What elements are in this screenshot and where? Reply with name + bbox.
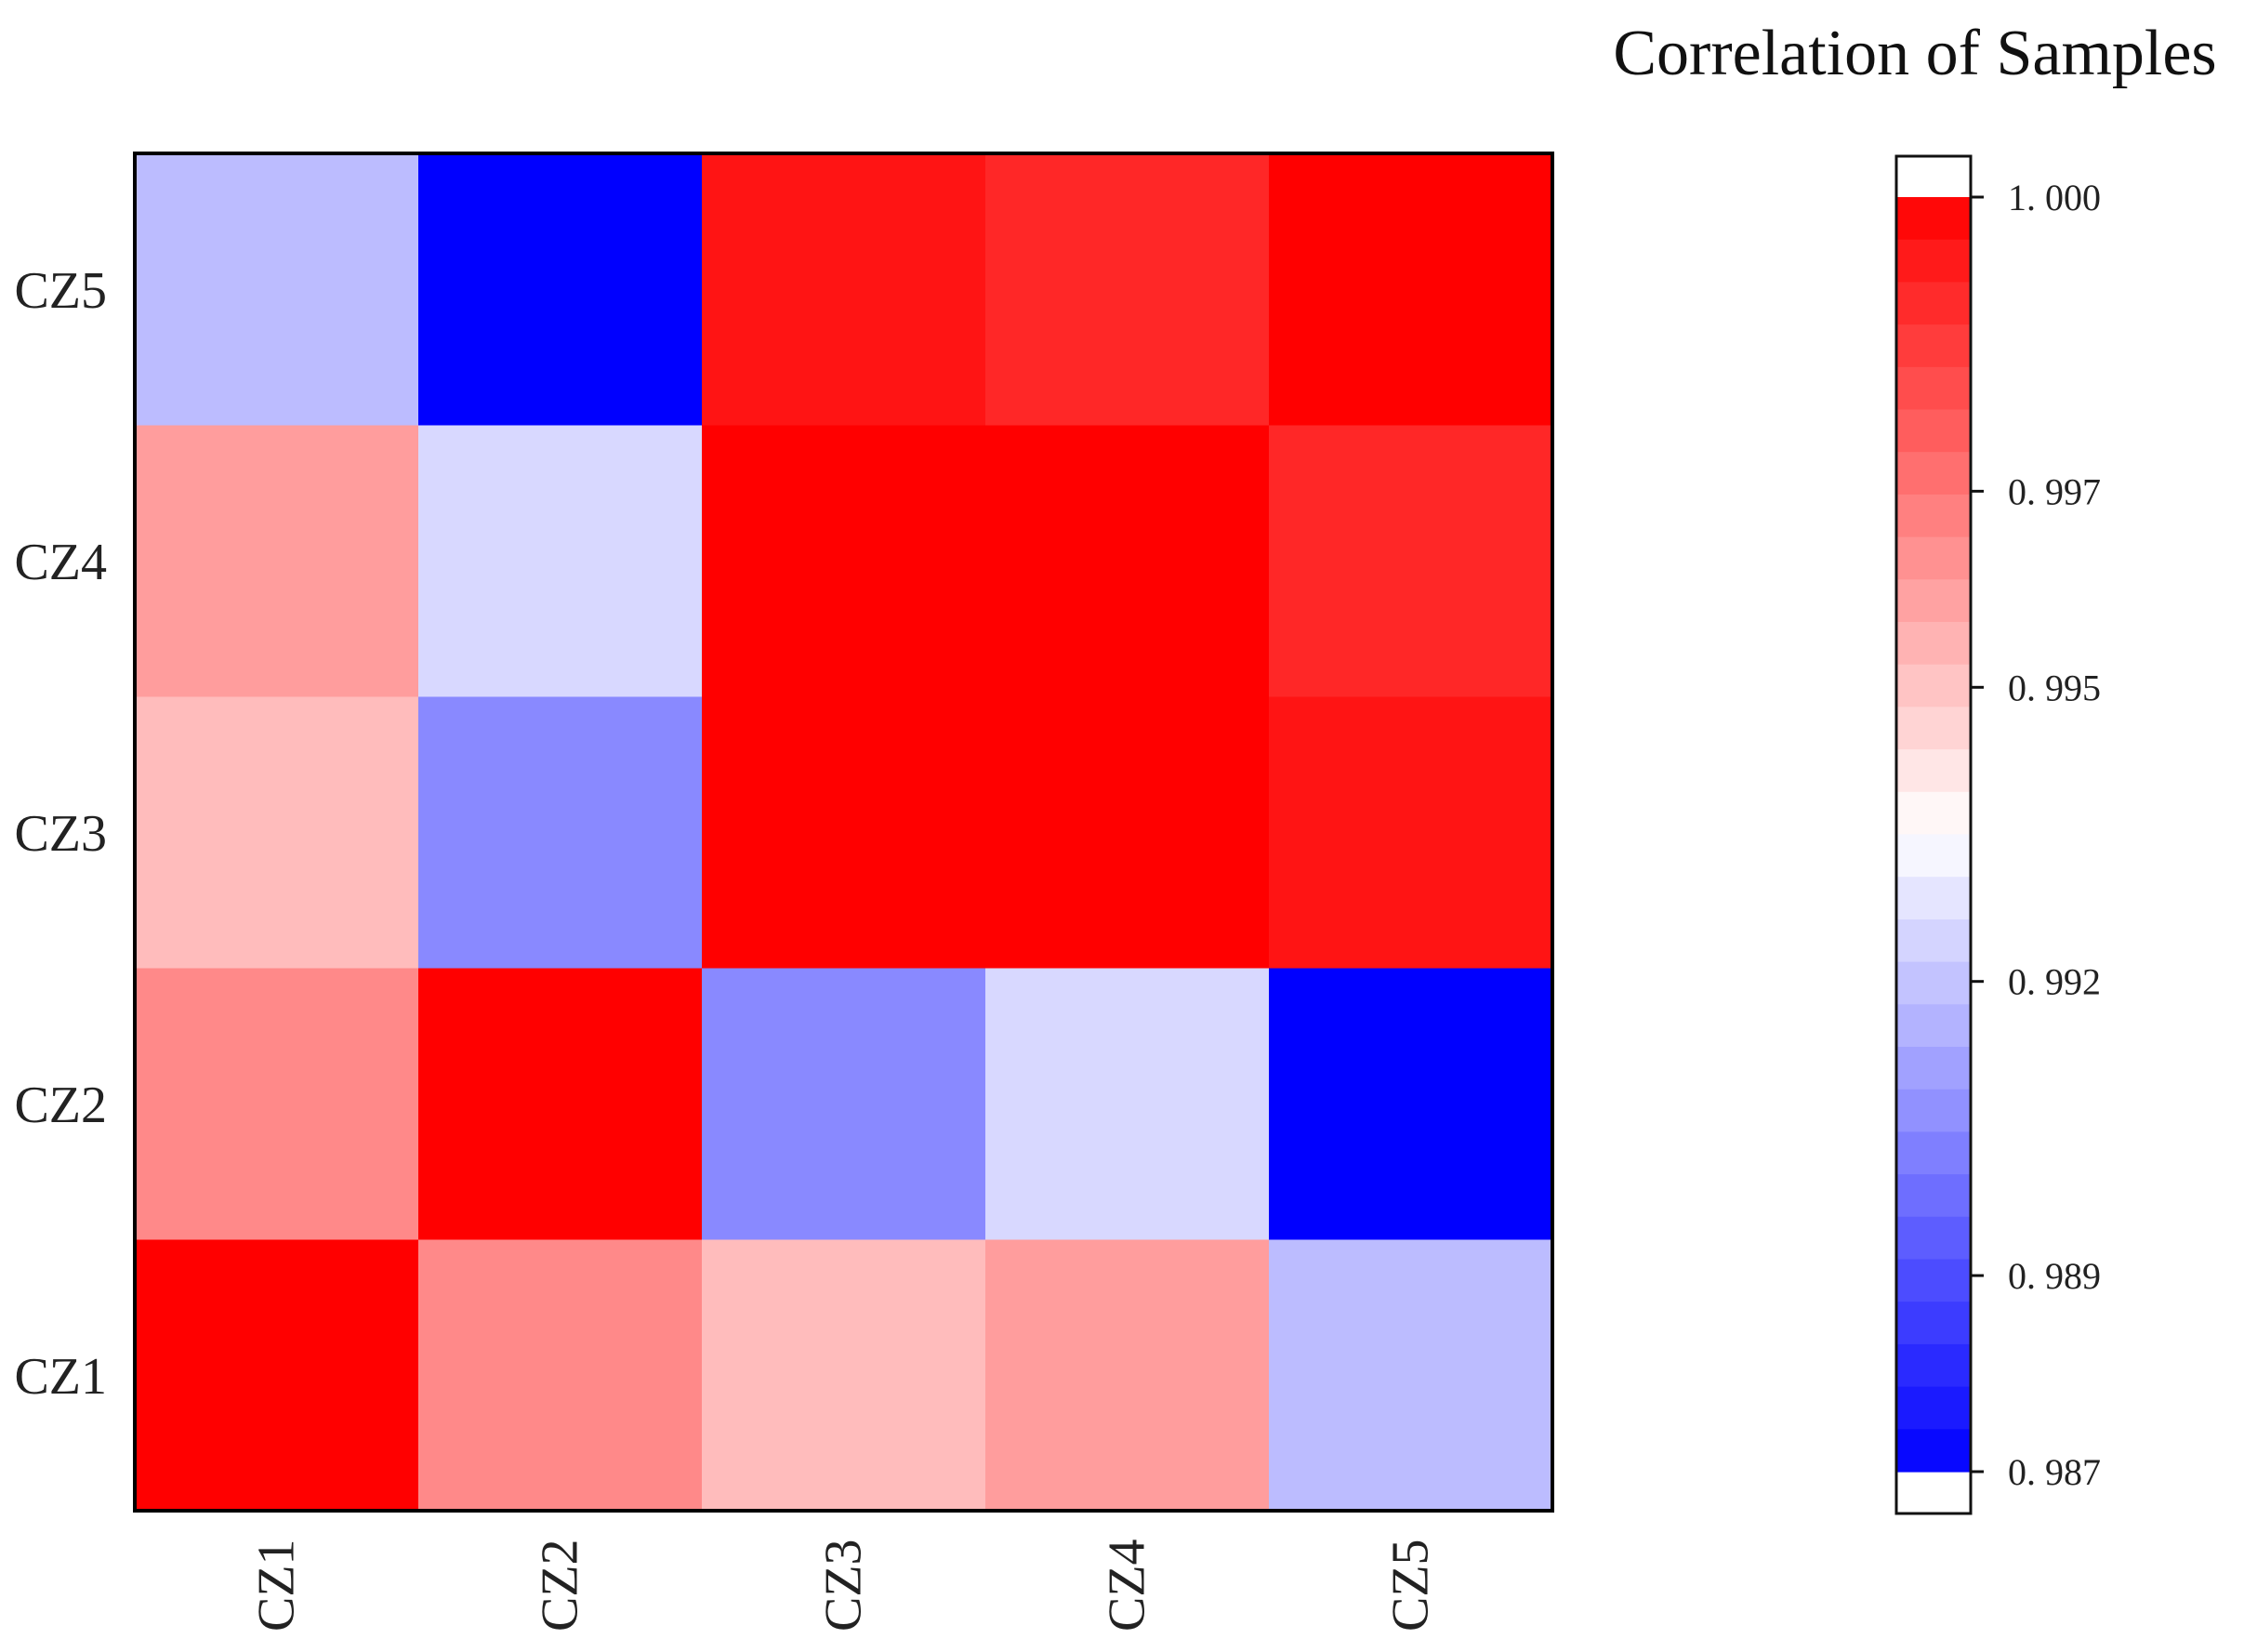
- heatmap-cell-cz2-cz1: [418, 1239, 703, 1512]
- x-tick-label: CZ3: [815, 1539, 873, 1632]
- heatmap-cells: [135, 153, 1553, 1512]
- heatmap-cell-cz3-cz5: [702, 153, 986, 426]
- colorbar-step: [1897, 1302, 1970, 1345]
- colorbar-step: [1897, 961, 1970, 1005]
- y-axis-labels: CZ1 CZ2 CZ3 CZ4 CZ5: [14, 262, 107, 1406]
- colorbar-step: [1897, 579, 1970, 623]
- heatmap-cell-cz5-cz1: [1269, 1239, 1553, 1512]
- colorbar-step: [1897, 1259, 1970, 1302]
- y-tick-label: CZ2: [14, 1077, 107, 1134]
- colorbar-step: [1897, 919, 1970, 963]
- x-tick-label: CZ2: [532, 1539, 589, 1632]
- colorbar-tick-label: 0. 997: [2008, 470, 2101, 512]
- heatmap-cell-cz3-cz1: [702, 1239, 986, 1512]
- x-axis-labels: CZ1 CZ2 CZ3 CZ4 CZ5: [248, 1539, 1440, 1632]
- plot-frame: [133, 152, 1554, 1513]
- y-tick-label: CZ5: [14, 262, 107, 320]
- heatmap-cell-cz1-cz4: [135, 425, 419, 697]
- heatmap-cell-cz4-cz3: [985, 696, 1270, 969]
- heatmap-cell-cz5-cz4: [1269, 425, 1553, 697]
- heatmap-cell-cz3-cz3: [702, 696, 986, 969]
- colorbar-step: [1897, 877, 1970, 920]
- colorbar-step: [1897, 1004, 1970, 1048]
- colorbar-step: [1897, 1131, 1970, 1175]
- colorbar-step: [1897, 494, 1970, 538]
- heatmap-cell-cz1-cz3: [135, 696, 419, 969]
- heatmap-cell-cz3-cz4: [702, 425, 986, 697]
- colorbar-step: [1897, 536, 1970, 580]
- colorbar-step: [1897, 1386, 1970, 1430]
- heatmap-cell-cz4-cz2: [985, 968, 1270, 1240]
- colorbar-step: [1897, 834, 1970, 878]
- y-tick-label: CZ1: [14, 1348, 107, 1406]
- colorbar-step: [1897, 1047, 1970, 1090]
- colorbar-step: [1897, 1216, 1970, 1261]
- chart-title: Correlation of Samples: [1613, 18, 2216, 89]
- colorbar-tick-label: 0. 992: [2008, 961, 2101, 1003]
- colorbar-step: [1897, 197, 1970, 241]
- colorbar-step: [1897, 1429, 1970, 1473]
- y-tick-label: CZ4: [14, 534, 107, 591]
- colorbar-step: [1897, 707, 1970, 750]
- colorbar-step: [1897, 1089, 1970, 1132]
- colorbar: 1. 000 0. 997 0. 995 0. 992 0. 989 0. 987: [1894, 154, 2101, 1515]
- colorbar-step: [1897, 452, 1970, 496]
- colorbar-step: [1897, 239, 1970, 283]
- x-tick-label: CZ5: [1382, 1539, 1440, 1632]
- colorbar-tick-label: 0. 987: [2008, 1451, 2101, 1493]
- colorbar-step: [1897, 366, 1970, 411]
- heatmap-cell-cz5-cz2: [1269, 968, 1553, 1240]
- heatmap-cell-cz2-cz3: [418, 696, 703, 969]
- x-tick-label: CZ1: [248, 1539, 306, 1632]
- y-tick-label: CZ3: [14, 805, 107, 863]
- heatmap-cell-cz1-cz2: [135, 968, 419, 1240]
- colorbar-step: [1897, 664, 1970, 707]
- colorbar-step: [1897, 324, 1970, 368]
- colorbar-step: [1897, 749, 1970, 793]
- heatmap-cell-cz4-cz1: [985, 1239, 1270, 1512]
- heatmap-cell-cz5-cz3: [1269, 696, 1553, 969]
- colorbar-tick-label: 0. 989: [2008, 1255, 2101, 1297]
- x-tick-label: CZ4: [1099, 1539, 1156, 1632]
- heatmap-cell-cz1-cz5: [135, 153, 419, 426]
- colorbar-step: [1897, 791, 1970, 836]
- heatmap-cell-cz2-cz2: [418, 968, 703, 1240]
- colorbar-step: [1897, 409, 1970, 453]
- heatmap-cell-cz2-cz4: [418, 425, 703, 697]
- heatmap-cell-cz5-cz5: [1269, 153, 1553, 426]
- colorbar-step: [1897, 1343, 1970, 1388]
- colorbar-step: [1897, 622, 1970, 666]
- colorbar-step: [1897, 1174, 1970, 1218]
- colorbar-tick-label: 1. 000: [2008, 177, 2101, 218]
- heatmap-cell-cz4-cz5: [985, 153, 1270, 426]
- colorbar-step: [1897, 282, 1970, 325]
- heatmap-cell-cz1-cz1: [135, 1239, 419, 1512]
- heatmap-cell-cz4-cz4: [985, 425, 1270, 697]
- heatmap-cell-cz3-cz2: [702, 968, 986, 1240]
- heatmap-cell-cz2-cz5: [418, 153, 703, 426]
- colorbar-tick-label: 0. 995: [2008, 667, 2101, 708]
